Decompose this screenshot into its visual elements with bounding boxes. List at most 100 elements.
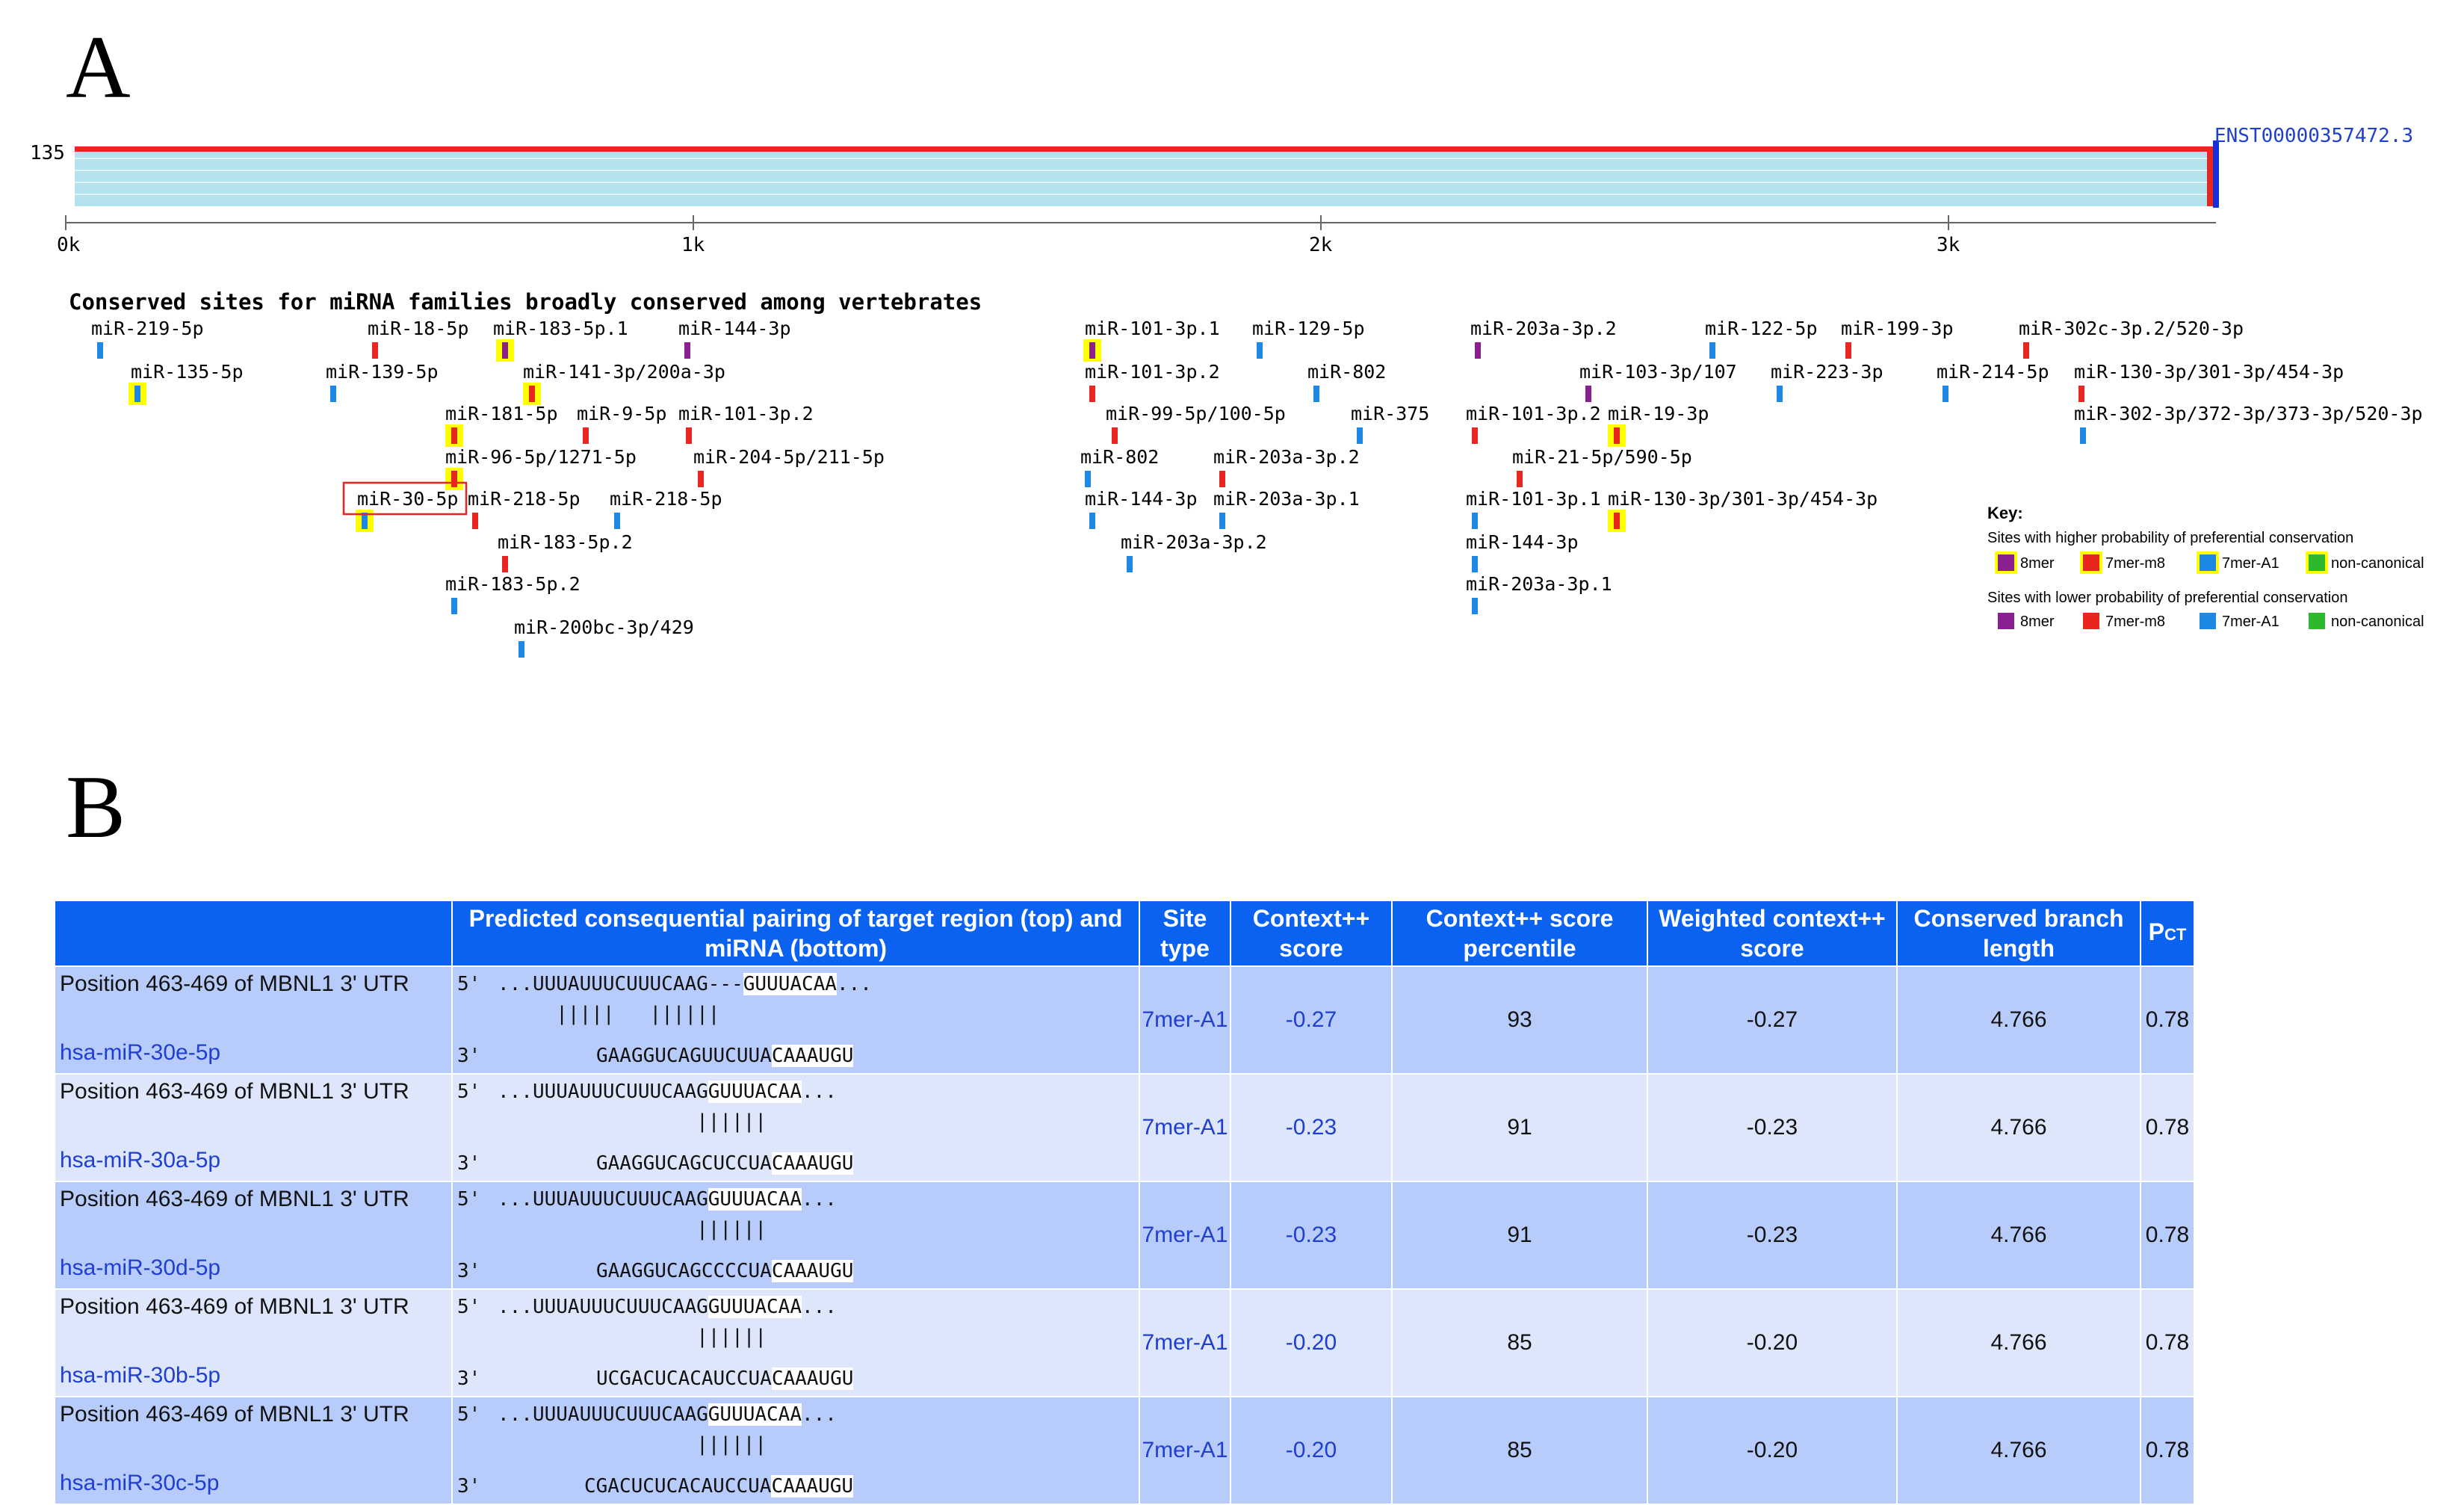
site-label[interactable]: miR-218-5p bbox=[468, 488, 581, 510]
site-label[interactable]: miR-183-5p.1 bbox=[493, 318, 628, 339]
site-label[interactable]: miR-203a-3p.2 bbox=[1121, 531, 1267, 553]
site-label[interactable]: miR-200bc-3p/429 bbox=[514, 616, 694, 638]
site-marker[interactable] bbox=[698, 471, 704, 487]
site-label[interactable]: miR-203a-3p.1 bbox=[1466, 573, 1612, 595]
site-marker[interactable] bbox=[1257, 342, 1263, 359]
site-marker[interactable] bbox=[1614, 513, 1620, 529]
site-marker[interactable] bbox=[1112, 427, 1118, 444]
site-label[interactable]: miR-19-3p bbox=[1608, 403, 1709, 424]
site-label[interactable]: miR-144-3p bbox=[1466, 531, 1579, 553]
site-marker[interactable] bbox=[1585, 386, 1591, 402]
mirna-link[interactable]: hsa-miR-30c-5p bbox=[60, 1471, 220, 1495]
site-label[interactable]: miR-183-5p.2 bbox=[445, 573, 581, 595]
site-marker[interactable] bbox=[472, 513, 478, 529]
site-label[interactable]: miR-101-3p.2 bbox=[1085, 361, 1220, 383]
site-marker[interactable] bbox=[1472, 427, 1478, 444]
site-label[interactable]: miR-183-5p.2 bbox=[498, 531, 633, 553]
cell-context-score[interactable]: -0.20 bbox=[1230, 1288, 1393, 1397]
site-label[interactable]: miR-223-3p bbox=[1771, 361, 1883, 383]
mirna-link[interactable]: hsa-miR-30a-5p bbox=[60, 1148, 221, 1172]
site-label[interactable]: miR-18-5p bbox=[368, 318, 468, 339]
transcript-id[interactable]: ENST00000357472.3 bbox=[2214, 125, 2413, 147]
cell-context-score[interactable]: -0.23 bbox=[1230, 1073, 1393, 1182]
site-marker[interactable] bbox=[1089, 386, 1095, 402]
site-label[interactable]: miR-122-5p bbox=[1705, 318, 1818, 339]
site-label[interactable]: miR-302-3p/372-3p/373-3p/520-3p bbox=[2074, 403, 2423, 424]
cell-site-type[interactable]: 7mer-A1 bbox=[1139, 1288, 1231, 1397]
site-label[interactable]: miR-203a-3p.2 bbox=[1213, 446, 1360, 468]
site-marker[interactable] bbox=[1472, 513, 1478, 529]
site-marker[interactable] bbox=[372, 342, 378, 359]
site-marker[interactable] bbox=[583, 427, 589, 444]
cell-context-score[interactable]: -0.23 bbox=[1230, 1181, 1393, 1290]
site-label[interactable]: miR-144-3p bbox=[1085, 488, 1198, 510]
site-marker[interactable] bbox=[529, 386, 535, 402]
cell-site-type[interactable]: 7mer-A1 bbox=[1139, 1396, 1231, 1505]
site-label[interactable]: miR-802 bbox=[1080, 446, 1159, 468]
site-label[interactable]: miR-21-5p/590-5p bbox=[1512, 446, 1692, 468]
site-marker[interactable] bbox=[1357, 427, 1363, 444]
site-marker[interactable] bbox=[451, 427, 457, 444]
cell-site-type[interactable]: 7mer-A1 bbox=[1139, 1181, 1231, 1290]
site-label[interactable]: miR-101-3p.2 bbox=[678, 403, 814, 424]
site-label[interactable]: miR-101-3p.2 bbox=[1466, 403, 1601, 424]
site-marker[interactable] bbox=[1472, 598, 1478, 614]
site-marker[interactable] bbox=[362, 513, 368, 529]
site-marker[interactable] bbox=[614, 513, 620, 529]
site-label[interactable]: miR-144-3p bbox=[678, 318, 791, 339]
site-marker[interactable] bbox=[1472, 556, 1478, 572]
mirna-link[interactable]: hsa-miR-30b-5p bbox=[60, 1363, 221, 1388]
site-label[interactable]: miR-214-5p bbox=[1937, 361, 2049, 383]
cell-site-type[interactable]: 7mer-A1 bbox=[1139, 1073, 1231, 1182]
site-marker[interactable] bbox=[1127, 556, 1133, 572]
site-label[interactable]: miR-203a-3p.1 bbox=[1213, 488, 1360, 510]
site-marker[interactable] bbox=[451, 598, 457, 614]
site-marker[interactable] bbox=[330, 386, 336, 402]
site-marker[interactable] bbox=[2078, 386, 2084, 402]
site-label[interactable]: miR-99-5p/100-5p bbox=[1106, 403, 1286, 424]
site-marker[interactable] bbox=[451, 471, 457, 487]
site-marker[interactable] bbox=[134, 386, 140, 402]
site-label[interactable]: miR-101-3p.1 bbox=[1466, 488, 1601, 510]
site-label[interactable]: miR-101-3p.1 bbox=[1085, 318, 1220, 339]
site-label[interactable]: miR-802 bbox=[1307, 361, 1386, 383]
mirna-link[interactable]: hsa-miR-30e-5p bbox=[60, 1040, 221, 1065]
site-marker[interactable] bbox=[1085, 471, 1091, 487]
site-marker[interactable] bbox=[1845, 342, 1851, 359]
site-marker[interactable] bbox=[1614, 427, 1620, 444]
site-marker[interactable] bbox=[686, 427, 692, 444]
site-marker[interactable] bbox=[1777, 386, 1783, 402]
site-marker[interactable] bbox=[1219, 471, 1225, 487]
site-marker[interactable] bbox=[2080, 427, 2086, 444]
site-label[interactable]: miR-219-5p bbox=[91, 318, 204, 339]
site-label[interactable]: miR-129-5p bbox=[1252, 318, 1365, 339]
site-marker[interactable] bbox=[519, 641, 524, 658]
site-label[interactable]: miR-141-3p/200a-3p bbox=[523, 361, 725, 383]
site-label[interactable]: miR-96-5p/1271-5p bbox=[445, 446, 637, 468]
site-marker[interactable] bbox=[502, 556, 508, 572]
site-marker[interactable] bbox=[2023, 342, 2029, 359]
site-label[interactable]: miR-139-5p bbox=[326, 361, 439, 383]
mirna-link[interactable]: hsa-miR-30d-5p bbox=[60, 1255, 221, 1280]
site-label[interactable]: miR-130-3p/301-3p/454-3p bbox=[1608, 488, 1878, 510]
site-label[interactable]: miR-181-5p bbox=[445, 403, 558, 424]
site-label[interactable]: miR-218-5p bbox=[610, 488, 722, 510]
cell-context-score[interactable]: -0.27 bbox=[1230, 965, 1393, 1075]
site-marker[interactable] bbox=[1089, 342, 1095, 359]
site-marker[interactable] bbox=[97, 342, 103, 359]
site-marker[interactable] bbox=[1313, 386, 1319, 402]
site-marker[interactable] bbox=[1475, 342, 1481, 359]
site-marker[interactable] bbox=[1089, 513, 1095, 529]
cell-site-type[interactable]: 7mer-A1 bbox=[1139, 965, 1231, 1075]
site-marker[interactable] bbox=[1517, 471, 1523, 487]
site-label[interactable]: miR-199-3p bbox=[1841, 318, 1954, 339]
site-marker[interactable] bbox=[1219, 513, 1225, 529]
site-label[interactable]: miR-103-3p/107 bbox=[1579, 361, 1737, 383]
site-marker[interactable] bbox=[1943, 386, 1948, 402]
site-label[interactable]: miR-135-5p bbox=[131, 361, 244, 383]
site-label[interactable]: miR-130-3p/301-3p/454-3p bbox=[2074, 361, 2344, 383]
site-label[interactable]: miR-9-5p bbox=[577, 403, 666, 424]
site-label[interactable]: miR-302c-3p.2/520-3p bbox=[2019, 318, 2244, 339]
site-marker[interactable] bbox=[502, 342, 508, 359]
site-label[interactable]: miR-375 bbox=[1351, 403, 1429, 424]
